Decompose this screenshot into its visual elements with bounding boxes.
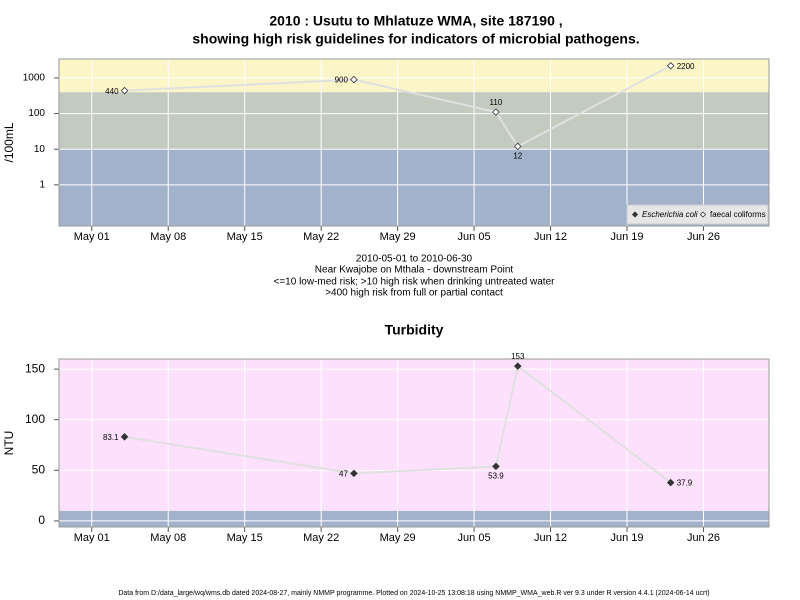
- value-label: 47: [339, 469, 348, 478]
- data-point: [514, 362, 522, 370]
- data-point: [120, 433, 129, 441]
- note: Near Kwajobe on Mthala - downstream Poin…: [315, 265, 514, 276]
- value-label: 440: [105, 87, 119, 96]
- risk-band: [59, 59, 769, 93]
- y-tick-label: 100: [28, 108, 45, 119]
- data-point: [120, 86, 129, 95]
- data-point: [492, 108, 500, 116]
- x-tick-label: May 08: [150, 231, 186, 243]
- plot-frame: [58, 358, 770, 528]
- y-axis-label: NTU: [2, 431, 16, 456]
- data-point: [666, 478, 675, 487]
- x-tick-label: May 22: [303, 532, 339, 544]
- chart-title: Turbidity: [385, 322, 444, 338]
- y-tick-label: 1000: [23, 73, 46, 84]
- y-tick-label: 10: [34, 144, 46, 155]
- y-tick-label: 0: [38, 513, 45, 527]
- legend-marker: [699, 211, 707, 218]
- x-tick-label: Jun 19: [610, 231, 643, 243]
- value-label: 110: [490, 98, 503, 107]
- note: 2010-05-01 to 2010-06-30: [356, 254, 473, 265]
- chart-title: showing high risk guidelines for indicat…: [192, 31, 639, 47]
- data-point: [492, 462, 500, 471]
- risk-band: [59, 92, 769, 150]
- y-tick-label: 100: [25, 412, 45, 426]
- risk-band: [59, 510, 769, 527]
- chart-title: 2010 : Usutu to Mhlatuze WMA, site 18719…: [269, 13, 562, 29]
- legend-label: faecal coliforms: [710, 210, 766, 219]
- value-label: 53.9: [488, 471, 504, 480]
- x-tick-label: Jun 05: [458, 532, 491, 544]
- y-tick-label: 1: [39, 179, 45, 190]
- note: >400 high risk from full or partial cont…: [325, 288, 503, 299]
- x-tick-label: May 01: [74, 231, 110, 243]
- data-point: [350, 469, 358, 478]
- y-tick-label: 150: [25, 361, 45, 375]
- value-label: 37.9: [677, 479, 693, 488]
- data-point: [514, 142, 522, 151]
- value-label: 2200: [677, 62, 695, 71]
- data-point: [350, 75, 358, 84]
- x-tick-label: Jun 26: [687, 231, 720, 243]
- x-tick-label: Jun 26: [687, 532, 720, 544]
- data-point: [666, 61, 675, 70]
- x-tick-label: Jun 05: [458, 231, 491, 243]
- x-tick-label: Jun 12: [534, 231, 567, 243]
- footer: Data from D:/data_large/wq/wms.db dated …: [118, 590, 709, 597]
- value-label: 83.1: [103, 433, 119, 442]
- value-label: 900: [335, 76, 349, 85]
- x-tick-label: May 01: [74, 532, 110, 544]
- x-tick-label: Jun 19: [610, 532, 643, 544]
- x-tick-label: May 15: [227, 231, 263, 243]
- x-tick-label: Jun 12: [534, 532, 567, 544]
- legend-box: [626, 204, 769, 225]
- x-tick-label: May 29: [380, 231, 416, 243]
- plot-frame: [58, 58, 770, 227]
- risk-band: [59, 359, 769, 511]
- x-tick-label: May 29: [380, 532, 416, 544]
- y-axis-label: /100mL: [2, 122, 16, 162]
- y-tick-label: 50: [32, 462, 46, 476]
- legend-label: Escherichia coli: [642, 210, 698, 219]
- legend-marker: [631, 211, 639, 218]
- value-label: 12: [513, 151, 522, 160]
- value-label: 153: [511, 352, 525, 361]
- x-tick-label: May 22: [303, 231, 339, 243]
- x-tick-label: May 08: [150, 532, 186, 544]
- x-tick-label: May 15: [227, 532, 263, 544]
- note: <=10 low-med risk; >10 high risk when dr…: [274, 277, 556, 288]
